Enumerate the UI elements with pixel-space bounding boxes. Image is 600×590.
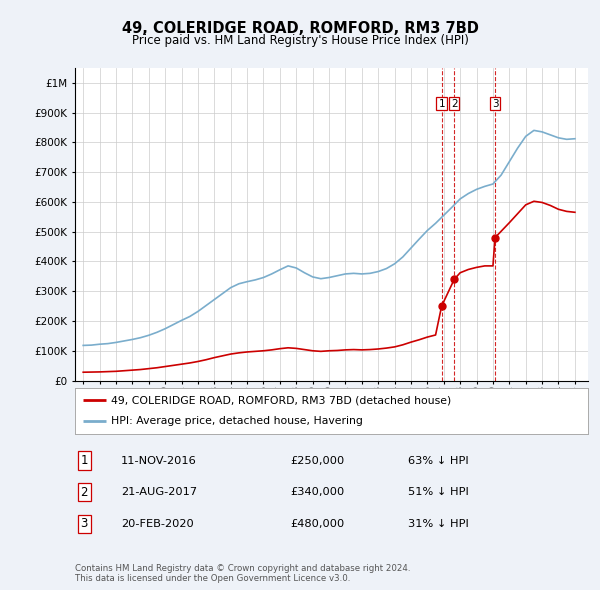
Text: 49, COLERIDGE ROAD, ROMFORD, RM3 7BD: 49, COLERIDGE ROAD, ROMFORD, RM3 7BD xyxy=(122,21,478,35)
Text: HPI: Average price, detached house, Havering: HPI: Average price, detached house, Have… xyxy=(111,416,363,426)
Text: 1: 1 xyxy=(439,99,445,109)
Text: 11-NOV-2016: 11-NOV-2016 xyxy=(121,455,197,466)
Text: 2: 2 xyxy=(80,486,88,499)
Text: 21-AUG-2017: 21-AUG-2017 xyxy=(121,487,197,497)
Text: Contains HM Land Registry data © Crown copyright and database right 2024.
This d: Contains HM Land Registry data © Crown c… xyxy=(75,563,410,583)
Text: 63% ↓ HPI: 63% ↓ HPI xyxy=(409,455,469,466)
Text: £480,000: £480,000 xyxy=(290,519,345,529)
Text: 2: 2 xyxy=(451,99,458,109)
Text: 51% ↓ HPI: 51% ↓ HPI xyxy=(409,487,469,497)
Point xyxy=(449,274,459,284)
Text: £250,000: £250,000 xyxy=(290,455,345,466)
Point xyxy=(437,301,446,311)
Text: Price paid vs. HM Land Registry's House Price Index (HPI): Price paid vs. HM Land Registry's House … xyxy=(131,34,469,47)
Text: 1: 1 xyxy=(80,454,88,467)
Text: 20-FEB-2020: 20-FEB-2020 xyxy=(121,519,194,529)
Text: 49, COLERIDGE ROAD, ROMFORD, RM3 7BD (detached house): 49, COLERIDGE ROAD, ROMFORD, RM3 7BD (de… xyxy=(111,395,451,405)
Text: 3: 3 xyxy=(80,517,88,530)
Text: 3: 3 xyxy=(492,99,499,109)
Text: £340,000: £340,000 xyxy=(290,487,345,497)
Text: 31% ↓ HPI: 31% ↓ HPI xyxy=(409,519,469,529)
Point xyxy=(490,233,500,242)
